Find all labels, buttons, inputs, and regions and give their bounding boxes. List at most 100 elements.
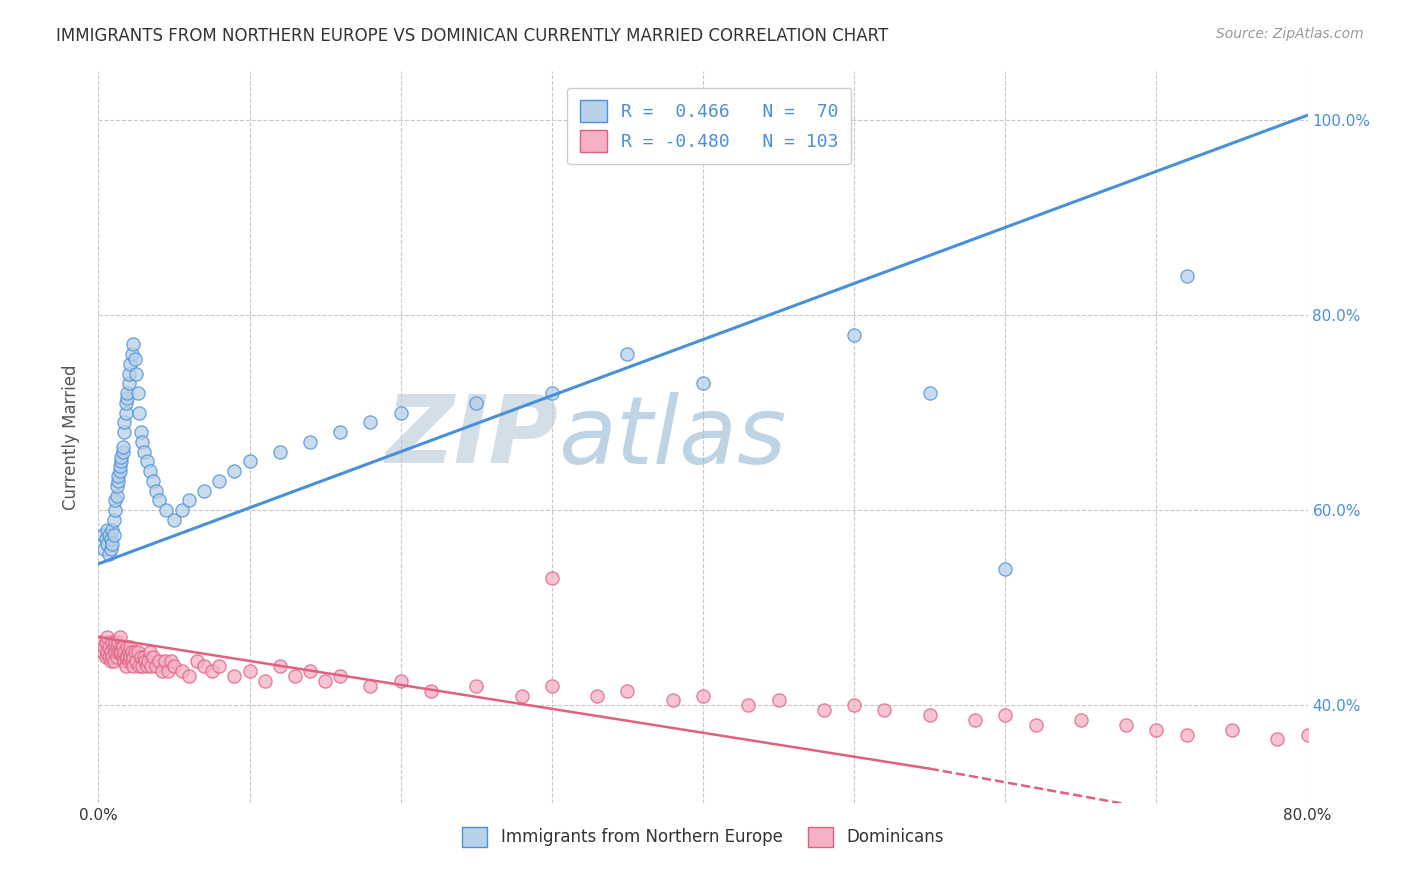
Point (108, 630, 131, 644)
Point (131, 659, 153, 673)
Point (110, 454, 132, 468)
Point (224, 669, 246, 683)
Point (93, 640, 115, 654)
Point (139, 464, 162, 478)
Text: atlas: atlas (558, 392, 786, 483)
Point (122, 337, 145, 351)
Point (389, 406, 412, 420)
Point (844, 698, 866, 713)
Point (135, 454, 157, 468)
Point (128, 406, 150, 420)
Y-axis label: Currently Married: Currently Married (62, 364, 80, 510)
Point (692, 689, 714, 703)
Point (844, 327, 866, 342)
Point (118, 367, 141, 381)
Point (239, 664, 262, 678)
Point (994, 708, 1017, 723)
Point (120, 649, 142, 664)
Point (100, 542, 122, 557)
Point (193, 483, 215, 498)
Point (114, 659, 136, 673)
Point (918, 386, 941, 401)
Point (873, 703, 896, 717)
Point (115, 640, 138, 654)
Point (127, 386, 149, 401)
Point (96, 537, 118, 551)
Point (101, 649, 124, 664)
Point (98, 649, 121, 664)
Point (120, 640, 142, 654)
Point (284, 669, 307, 683)
Point (111, 440, 134, 454)
Point (115, 386, 138, 401)
Point (100, 645, 122, 659)
Point (103, 527, 125, 541)
Point (112, 416, 135, 430)
Point (239, 454, 262, 468)
Point (1070, 713, 1092, 727)
Point (360, 679, 382, 693)
Point (96, 630, 118, 644)
Point (156, 664, 179, 678)
Point (103, 654, 125, 668)
Point (139, 645, 162, 659)
Point (135, 659, 157, 673)
Point (692, 376, 714, 391)
Point (179, 493, 201, 508)
Point (120, 357, 142, 371)
Point (510, 689, 533, 703)
Point (118, 654, 141, 668)
Point (163, 659, 186, 673)
Point (101, 635, 124, 649)
Point (98, 640, 121, 654)
Point (115, 391, 138, 405)
Point (121, 347, 143, 361)
Point (160, 654, 183, 668)
Point (108, 459, 131, 474)
Point (1220, 723, 1243, 737)
Point (96, 523, 118, 537)
Point (105, 649, 128, 664)
Point (1144, 723, 1167, 737)
Point (111, 649, 134, 664)
Point (179, 669, 201, 683)
Point (269, 659, 291, 673)
Point (661, 693, 683, 707)
Point (94, 533, 117, 547)
Point (186, 654, 208, 668)
Point (118, 376, 141, 391)
Point (616, 347, 638, 361)
Point (94, 649, 117, 664)
Point (98, 527, 121, 541)
Point (193, 659, 215, 673)
Point (145, 483, 167, 498)
Point (101, 537, 124, 551)
Point (389, 673, 412, 688)
Point (329, 425, 352, 440)
Point (91, 645, 114, 659)
Point (105, 489, 128, 503)
Point (420, 683, 443, 698)
Point (107, 474, 129, 488)
Point (121, 654, 143, 668)
Point (107, 645, 129, 659)
Point (132, 444, 155, 458)
Point (136, 654, 159, 668)
Point (122, 649, 145, 664)
Point (129, 425, 152, 440)
Point (127, 645, 149, 659)
Point (104, 503, 127, 517)
Point (122, 659, 145, 673)
Point (115, 649, 138, 664)
Point (540, 572, 562, 586)
Point (110, 640, 132, 654)
Point (148, 654, 170, 668)
Point (91, 527, 114, 541)
Point (100, 654, 122, 668)
Point (129, 649, 152, 664)
Point (142, 649, 165, 664)
Point (155, 503, 177, 517)
Point (142, 474, 165, 488)
Point (153, 654, 176, 668)
Point (100, 533, 122, 547)
